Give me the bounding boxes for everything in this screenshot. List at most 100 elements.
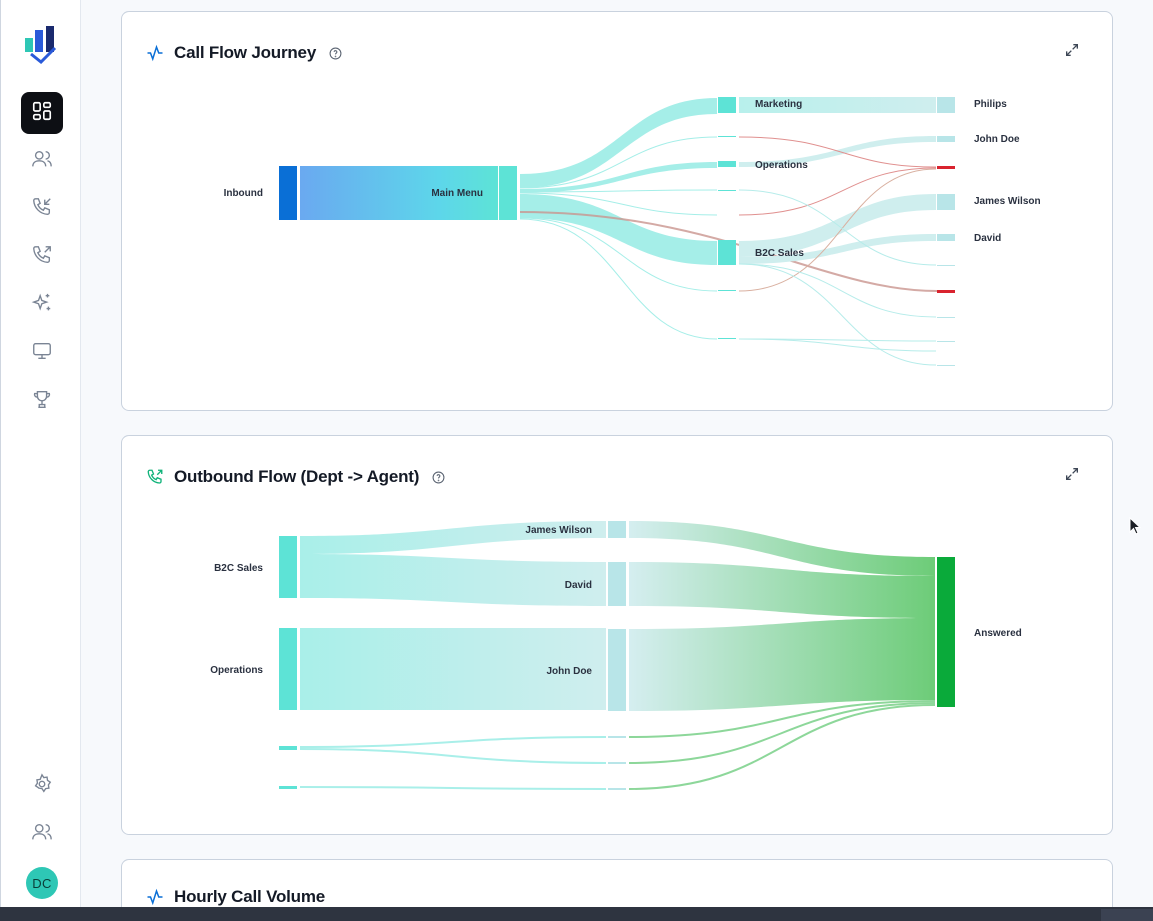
flow-thin-a1 [299, 736, 607, 748]
flow-mid-a-answered [628, 700, 936, 738]
flow-main-thin-4 [519, 217, 718, 292]
sidebar-item-team[interactable] [21, 813, 63, 855]
call-flow-journey-card: Inbound Main Menu Marketing Operations B… [121, 11, 1113, 411]
flow-red-3 [738, 168, 937, 292]
node-red-1[interactable] [937, 166, 955, 169]
card-title: Call Flow Journey [174, 43, 317, 62]
sparkles-icon [31, 292, 53, 319]
node-inbound[interactable] [279, 166, 297, 220]
node-col2-b[interactable] [718, 190, 736, 191]
flow-ops-johndoe [300, 628, 606, 710]
users-icon [31, 821, 53, 848]
activity-icon [146, 887, 166, 907]
flow-mid-b-answered [628, 702, 936, 764]
grid-icon [31, 100, 53, 127]
users-icon [31, 148, 53, 175]
horizontal-scrollbar[interactable] [0, 907, 1153, 921]
node-red-2[interactable] [937, 290, 955, 293]
flow-main-thin-2 [519, 189, 718, 193]
bar-chart-logo-icon[interactable] [25, 26, 59, 65]
node-right-b[interactable] [937, 317, 955, 318]
card-header: Call Flow Journey [146, 42, 343, 64]
flow-main-b2c [520, 194, 717, 265]
expand-button[interactable] [1062, 42, 1082, 62]
flow-teal-4 [738, 263, 937, 366]
node-b2c-sales[interactable] [718, 240, 736, 265]
node-right-c[interactable] [937, 341, 955, 342]
sidebar-item-users[interactable] [21, 140, 63, 182]
label-marketing: Marketing [755, 99, 802, 110]
call-flow-sankey: Inbound Main Menu Marketing Operations B… [224, 97, 1041, 366]
node-mid-a[interactable] [608, 736, 626, 738]
node-right-d[interactable] [937, 365, 955, 366]
node-answered[interactable] [937, 557, 955, 707]
node-john-doe[interactable] [608, 629, 626, 711]
node-james-wilson[interactable] [608, 521, 626, 538]
node-mid-c[interactable] [608, 788, 626, 790]
flow-main-thin-1 [519, 136, 718, 189]
flow-teal-2 [738, 263, 937, 318]
label-b2c-sales: B2C Sales [214, 563, 263, 574]
card-title: Hourly Call Volume [174, 887, 326, 906]
card-title: Outbound Flow (Dept -> Agent) [174, 467, 420, 486]
phone-incoming-icon [31, 196, 53, 223]
flow-johndoe-answered [629, 618, 935, 711]
sidebar-item-ai-insights[interactable] [21, 284, 63, 326]
sidebar-item-settings[interactable] [21, 765, 63, 807]
node-right-a[interactable] [937, 265, 955, 266]
card-header: Outbound Flow (Dept -> Agent) [146, 466, 446, 488]
expand-icon [1064, 466, 1080, 487]
sidebar-item-outbound-calls[interactable] [21, 236, 63, 278]
flow-b2c-david [300, 554, 606, 606]
activity-icon [146, 43, 166, 63]
node-col2-c[interactable] [718, 290, 736, 291]
outbound-flow-sankey: B2C Sales Operations James Wilson David … [210, 521, 1022, 790]
label-main-menu: Main Menu [431, 188, 483, 199]
sidebar-item-inbound-calls[interactable] [21, 188, 63, 230]
node-david[interactable] [937, 234, 955, 241]
label-operations: Operations [755, 160, 808, 171]
phone-outgoing-icon [146, 467, 166, 487]
outbound-flow-card: B2C Sales Operations James Wilson David … [121, 435, 1113, 835]
monitor-icon [31, 340, 53, 367]
card-header: Hourly Call Volume [146, 886, 325, 908]
flow-red-1 [738, 136, 937, 168]
scrollbar-thumb[interactable] [1101, 909, 1153, 921]
label-inbound: Inbound [224, 188, 263, 199]
flow-main-thin-3 [519, 192, 718, 216]
node-mid-b[interactable] [608, 762, 626, 764]
expand-button[interactable] [1062, 466, 1082, 486]
node-left-b[interactable] [279, 786, 297, 789]
label-philips: Philips [974, 99, 1007, 110]
node-james-wilson[interactable] [937, 194, 955, 210]
gear-icon [31, 772, 53, 800]
sidebar-item-monitor[interactable] [21, 332, 63, 374]
flow-thin-b1 [299, 786, 607, 790]
flow-mid-c-answered [628, 704, 936, 790]
node-b2c-sales[interactable] [279, 536, 297, 598]
node-col2-d[interactable] [718, 338, 736, 339]
node-marketing[interactable] [718, 97, 736, 113]
flow-b2c-david [739, 234, 936, 264]
flow-jameswilson-answered [629, 521, 935, 576]
node-left-a[interactable] [279, 746, 297, 750]
flow-main-marketing [520, 98, 717, 188]
avatar[interactable]: DC [26, 867, 58, 899]
help-circle-icon[interactable] [432, 470, 446, 484]
help-circle-icon[interactable] [329, 46, 343, 60]
flow-teal-5 [738, 338, 937, 352]
label-answered: Answered [974, 628, 1022, 639]
node-operations[interactable] [279, 628, 297, 710]
label-john-doe: John Doe [974, 134, 1020, 145]
sidebar: DC [0, 0, 81, 921]
node-operations[interactable] [718, 161, 736, 167]
node-john-doe[interactable] [937, 136, 955, 142]
label-james-wilson: James Wilson [525, 525, 592, 536]
node-main-menu[interactable] [499, 166, 517, 220]
node-col2-a[interactable] [718, 136, 736, 137]
node-david[interactable] [608, 562, 626, 606]
sidebar-item-leaderboard[interactable] [21, 380, 63, 422]
sidebar-item-dashboard[interactable] [21, 92, 63, 134]
flow-main-operations [520, 162, 717, 193]
node-philips[interactable] [937, 97, 955, 113]
